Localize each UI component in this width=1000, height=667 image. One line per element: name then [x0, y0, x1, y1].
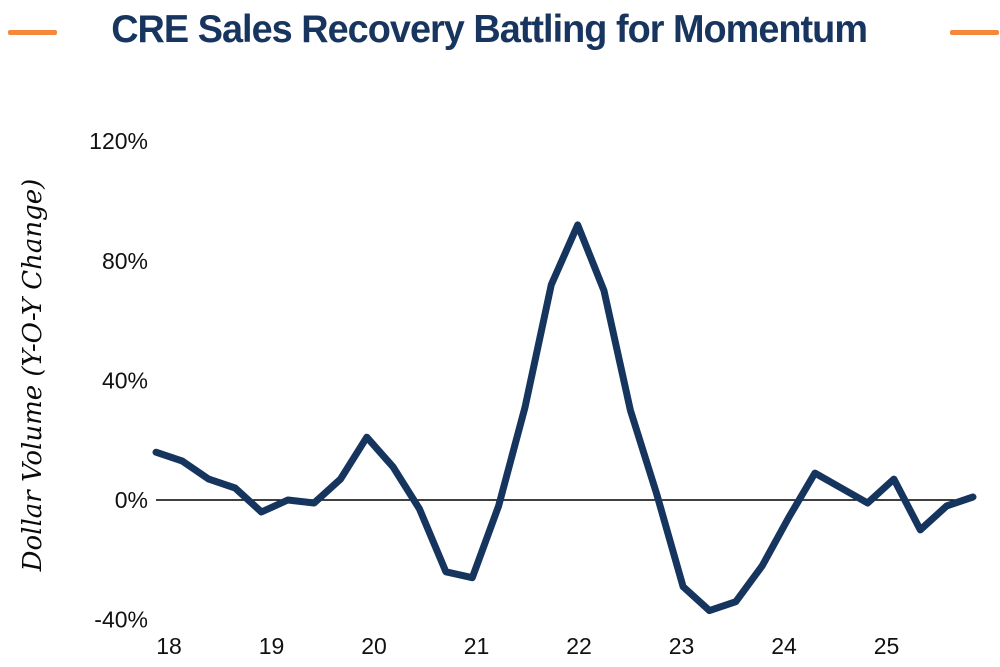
- y-axis-ticks: 120% 80% 40% 0% -40%: [89, 128, 148, 632]
- y-tick-label: -40%: [94, 607, 148, 633]
- y-tick-label: 0%: [115, 487, 148, 513]
- y-tick-label: 40%: [102, 367, 148, 393]
- title-accent-dash-left: [8, 30, 57, 35]
- series-line: [152, 221, 977, 615]
- x-tick-label: 19: [259, 633, 285, 659]
- y-tick-label: 120%: [89, 128, 148, 154]
- page-title: CRE Sales Recovery Battling for Momentum: [111, 8, 868, 51]
- x-tick-label: 23: [669, 633, 695, 659]
- x-tick-label: 24: [771, 633, 797, 659]
- title-accent-dash-right: [950, 30, 999, 35]
- x-tick-label: 21: [464, 633, 490, 659]
- x-axis-ticks: 18 19 20 21 22 23 24 25: [156, 633, 899, 659]
- title-bar: CRE Sales Recovery Battling for Momentum: [0, 0, 1000, 70]
- x-tick-label: 25: [874, 633, 900, 659]
- y-tick-label: 80%: [102, 248, 148, 274]
- x-tick-label: 18: [156, 633, 182, 659]
- x-tick-label: 22: [566, 633, 592, 659]
- x-tick-label: 20: [361, 633, 387, 659]
